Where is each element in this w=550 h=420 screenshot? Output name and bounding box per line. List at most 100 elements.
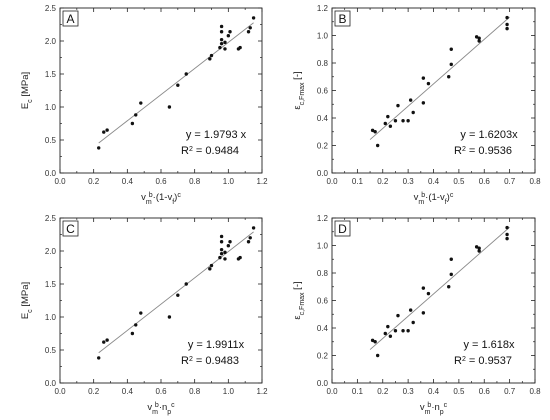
panel-label-frame	[334, 10, 351, 27]
data-point	[228, 30, 232, 34]
y-tick-label: 0.4	[317, 114, 329, 123]
x-tick-label: 1.0	[223, 177, 235, 186]
y-tick-label: 0.6	[317, 297, 329, 306]
data-point	[421, 311, 426, 315]
data-point	[251, 226, 256, 230]
data-point	[248, 236, 252, 240]
data-point	[219, 24, 224, 29]
data-point	[223, 40, 227, 45]
x-tick-label: 0.6	[155, 177, 167, 186]
data-point	[505, 15, 509, 20]
x-tick-label: 0.4	[122, 177, 134, 186]
x-tick-label: 0.5	[453, 177, 465, 186]
y-tick-label: 2.5	[45, 4, 57, 13]
data-point	[408, 98, 413, 102]
data-point	[474, 35, 479, 39]
x-axis-label-sub: f	[445, 199, 447, 206]
x-tick-label: 0.0	[54, 387, 66, 396]
x-tick-label: 0.2	[88, 387, 100, 396]
panel-label-frame	[62, 220, 79, 237]
y-tick-label: 0.0	[45, 169, 57, 178]
y-tick-label: 0.5	[45, 136, 57, 145]
y-tick-label: 1.0	[45, 313, 57, 322]
data-point	[167, 315, 172, 319]
data-point	[411, 110, 415, 115]
data-point	[226, 34, 231, 38]
data-point	[370, 338, 375, 343]
y-tick-label: 1.5	[45, 280, 57, 289]
x-tick-label: 0.7	[504, 177, 516, 186]
y-axis-label: Ec [MPa]	[20, 72, 34, 109]
x-axis-label: vmb·(1-vf)c	[141, 192, 181, 206]
x-axis-label-sub: m	[425, 409, 431, 416]
x-tick-label: 0.8	[529, 177, 541, 186]
data-point	[477, 36, 481, 40]
x-axis-label-sup: c	[171, 402, 175, 409]
panel-label-frame	[62, 10, 79, 27]
y-tick-label: 2.5	[45, 214, 57, 223]
x-tick-label: 0.4	[428, 387, 440, 396]
data-point	[426, 291, 431, 296]
x-tick-label: 1.2	[256, 177, 268, 186]
x-tick-label: 0.3	[403, 387, 415, 396]
x-tick-label: 0.8	[189, 387, 201, 396]
data-point	[208, 267, 212, 271]
data-point	[449, 272, 453, 277]
data-point	[209, 263, 214, 268]
data-point	[219, 37, 224, 42]
x-axis-label-mid: ·n	[431, 402, 439, 413]
data-point	[238, 45, 242, 50]
y-axis-label-unit: [-]	[292, 71, 303, 82]
data-point	[401, 329, 405, 333]
data-point	[218, 255, 222, 260]
x-axis-label-sub: p	[440, 409, 444, 416]
y-tick-label: 1.2	[317, 4, 329, 13]
x-axis-label-sub: m	[418, 199, 424, 206]
data-point	[449, 62, 453, 67]
data-point	[223, 250, 227, 255]
x-axis-label-sup: b	[155, 402, 159, 409]
data-point	[134, 323, 138, 327]
data-point	[184, 282, 188, 286]
panel-A: 0.0 0.2 0.4 0.6 0.8 1.0 1.2 0.0 0.5 1.0 1.5 2.0 2.5 A…	[20, 4, 268, 206]
y-tick-label: 0.0	[45, 379, 57, 388]
fit-equation: y = 1.618x	[463, 339, 515, 351]
x-tick-label: 0.0	[54, 177, 66, 186]
data-point	[373, 340, 377, 344]
panel-D: 0.0 0.1 0.2 0.3 0.4 0.5 0.6 0.7 0.8 0.0 0.2 0.4 0.6 0…	[292, 214, 541, 416]
panel-label-box: D	[334, 220, 351, 237]
data-point	[386, 324, 390, 329]
r-squared-label: R	[181, 145, 189, 157]
x-axis-label-sup: c	[177, 192, 181, 199]
data-point	[238, 255, 242, 260]
data-point	[388, 124, 393, 128]
y-tick-label: 1.0	[45, 103, 57, 112]
y-axis-label-sub: c	[27, 99, 34, 103]
data-point	[505, 225, 509, 230]
y-tick-label: 0.8	[317, 269, 329, 278]
y-axis-label-main: E	[20, 313, 31, 319]
data-point	[130, 121, 135, 126]
data-point	[226, 244, 231, 248]
x-tick-label: 1.0	[223, 387, 235, 396]
x-axis-label-sub: m	[152, 409, 158, 416]
r-squared-label: R	[454, 355, 462, 367]
x-axis-label-sup: b	[421, 192, 425, 199]
data-point	[421, 286, 426, 290]
data-point	[176, 293, 180, 297]
data-point	[477, 249, 481, 253]
x-tick-label: 1.2	[256, 387, 268, 396]
y-tick-label: 0.0	[317, 169, 329, 178]
panel-label-box: C	[62, 220, 79, 237]
data-point	[223, 47, 227, 51]
r-squared: R2 = 0.9537	[454, 355, 512, 367]
x-tick-label: 0.8	[529, 387, 541, 396]
data-point	[447, 75, 451, 79]
r-squared: R2 = 0.9484	[181, 145, 239, 157]
y-tick-label: 2.0	[45, 37, 57, 46]
data-point	[421, 76, 426, 80]
data-point	[251, 16, 256, 20]
r-squared-value: = 0.9484	[193, 145, 239, 157]
y-axis-label-unit: [MPa]	[20, 282, 31, 309]
fit-equation: y = 1.9911x	[188, 339, 245, 351]
